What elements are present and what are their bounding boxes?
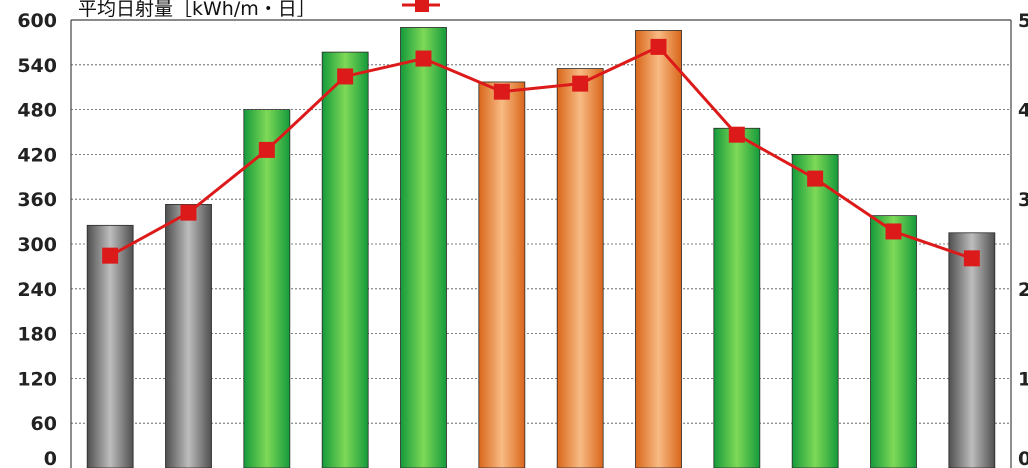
legend-label: 平均日射量［kWh/m・日］	[78, 0, 316, 20]
line-series	[102, 38, 980, 267]
line-marker	[807, 170, 824, 187]
bar	[400, 27, 447, 468]
bar	[870, 215, 917, 468]
line-marker	[572, 75, 589, 92]
bar	[948, 232, 996, 468]
y-tick-label: 60	[31, 413, 57, 435]
bar	[791, 153, 839, 468]
bar	[243, 109, 291, 468]
bar	[321, 51, 369, 468]
axes: 0 60 120 180 240 300 360 420 480 540 600 0 1 2 3 4 5	[17, 10, 1028, 468]
line-marker	[337, 68, 354, 85]
line-marker	[102, 247, 119, 264]
bar	[478, 81, 526, 468]
y2-tick-label: 1	[1018, 368, 1028, 390]
line-marker	[650, 38, 667, 55]
legend: 平均日射量［kWh/m・日］	[78, 0, 440, 20]
legend-marker-swatch	[415, 0, 429, 12]
y-tick-label: 0	[44, 448, 57, 468]
line-marker	[180, 204, 197, 221]
y-tick-label: 540	[17, 55, 57, 77]
line-marker	[258, 141, 275, 158]
y-tick-label: 300	[17, 234, 57, 256]
line-path	[109, 45, 973, 260]
y2-tick-label: 0	[1018, 448, 1028, 468]
y2-tick-label: 2	[1018, 279, 1028, 301]
line-marker	[728, 126, 745, 143]
line-marker	[493, 83, 510, 100]
line-marker	[963, 250, 980, 267]
y-tick-label: 480	[17, 100, 57, 122]
y-tick-label: 120	[17, 368, 57, 390]
y-tick-label: 420	[17, 144, 57, 166]
bar	[556, 68, 604, 468]
y2-tick-label: 5	[1018, 10, 1028, 32]
line-marker	[885, 223, 902, 240]
grid-lines	[71, 19, 1011, 424]
bar	[86, 224, 134, 468]
bar	[635, 30, 682, 468]
y-tick-label: 240	[17, 279, 57, 301]
y-tick-label: 180	[17, 324, 57, 346]
y-tick-label: 360	[17, 189, 57, 211]
y2-tick-label: 3	[1018, 189, 1028, 211]
bar	[165, 204, 212, 468]
bar	[713, 127, 761, 468]
y-tick-label: 600	[17, 10, 57, 32]
bar-series	[86, 27, 996, 468]
line-marker	[415, 50, 432, 67]
y2-tick-label: 4	[1018, 100, 1028, 122]
